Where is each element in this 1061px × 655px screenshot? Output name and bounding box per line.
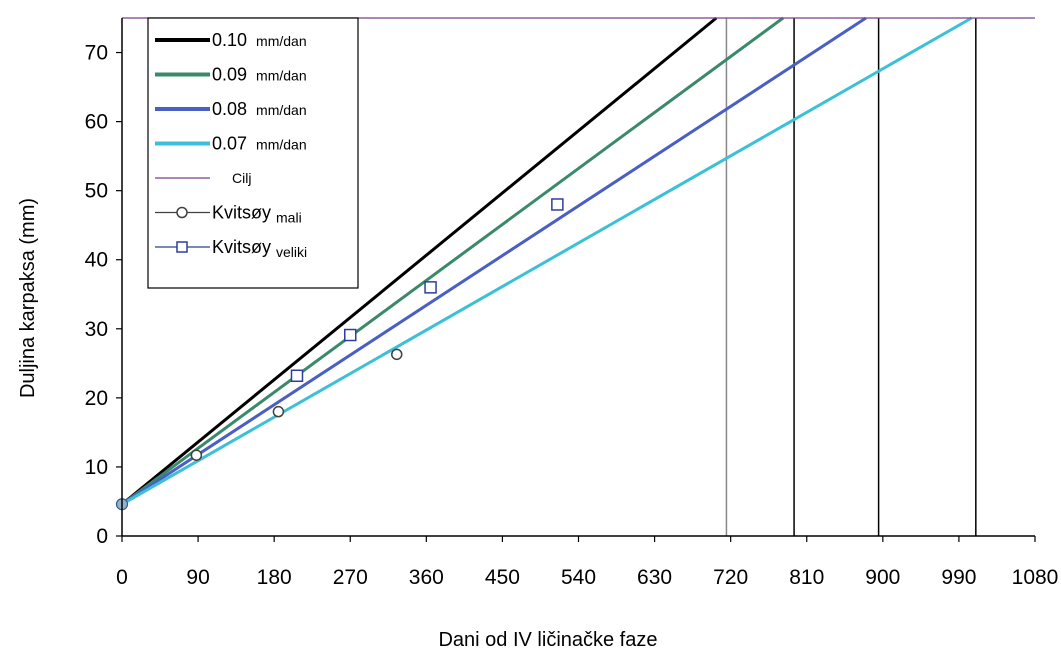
y-axis-title: Duljina karpaksa (mm) — [17, 198, 39, 398]
legend-label: Kvitsøy veliki — [212, 237, 307, 260]
x-tick-label-3: 270 — [333, 566, 368, 589]
legend-label: 0.08 mm/dan — [212, 99, 307, 119]
legend-swatch-marker — [176, 206, 188, 219]
y-tick-label-6: 60 — [85, 111, 108, 134]
x-tick-label-10: 900 — [865, 566, 900, 589]
y-tick-label-5: 50 — [85, 180, 108, 203]
y-tick-label-3: 30 — [85, 318, 108, 341]
legend-label: 0.10 mm/dan — [212, 30, 307, 50]
y-tick-label-7: 70 — [85, 42, 108, 65]
legend-item-1: 0.09 mm/dan — [155, 65, 307, 85]
x-tick-label-5: 450 — [485, 566, 520, 589]
legend-label: Kvitsøy mali — [212, 203, 302, 226]
legend-item-3: 0.07 mm/dan — [155, 134, 307, 154]
x-tick-label-1: 90 — [186, 566, 209, 589]
legend: 0.10 mm/dan 0.09 mm/dan 0.08 mm/dan 0.07 mm/dan… — [147, 17, 359, 289]
point-veliki-1 — [290, 369, 304, 383]
series-line-2 — [121, 16, 867, 506]
legend-swatch-marker — [176, 241, 188, 253]
x-tick-label-11: 990 — [941, 566, 976, 589]
legend-item-2: 0.08 mm/dan — [155, 99, 307, 119]
series-line-3 — [121, 16, 973, 506]
reference-lines — [725, 18, 977, 536]
x-tick-label-12: 1080 — [1012, 566, 1059, 589]
y-tick-label-1: 10 — [85, 456, 108, 479]
x-ticks: 0 90 180 270 360 450 540 630 720 810 900 990 1080 — [116, 536, 1058, 589]
y-ticks: 0 10 20 30 40 50 60 70 — [85, 42, 122, 548]
y-tick-label-0: 0 — [96, 525, 108, 548]
x-tick-label-4: 360 — [409, 566, 444, 589]
point-veliki-3 — [424, 281, 437, 294]
series-line-1 — [121, 16, 784, 506]
legend-label: Cilj — [232, 170, 251, 186]
point-mali-3 — [390, 348, 403, 361]
x-tick-label-8: 720 — [713, 566, 748, 589]
series-lines — [121, 16, 1035, 506]
point-mali-1 — [190, 449, 203, 461]
series-line-0 — [121, 16, 718, 506]
legend-item-4: Cilj — [155, 170, 251, 186]
point-veliki-4 — [551, 198, 564, 211]
x-tick-label-2: 180 — [257, 566, 292, 589]
legend-items: 0.10 mm/dan 0.09 mm/dan 0.08 mm/dan 0.07 mm/dan… — [155, 30, 307, 260]
legend-item-6: Kvitsøy veliki — [155, 237, 307, 260]
point-veliki-2 — [344, 328, 357, 342]
y-tick-label-2: 20 — [85, 387, 108, 410]
legend-item-0: 0.10 mm/dan — [155, 30, 307, 50]
x-tick-label-0: 0 — [116, 566, 128, 589]
legend-label: 0.07 mm/dan — [212, 134, 307, 154]
x-tick-label-6: 540 — [561, 566, 596, 589]
series-markers — [115, 198, 564, 511]
x-tick-label-9: 810 — [789, 566, 824, 589]
y-tick-label-4: 40 — [85, 249, 108, 272]
x-axis-title: Dani od IV ličinačke faze — [438, 629, 657, 651]
legend-label: 0.09 mm/dan — [212, 65, 307, 85]
point-mali-2 — [272, 405, 285, 418]
x-tick-label-7: 630 — [637, 566, 672, 589]
legend-item-5: Kvitsøy mali — [155, 203, 302, 226]
